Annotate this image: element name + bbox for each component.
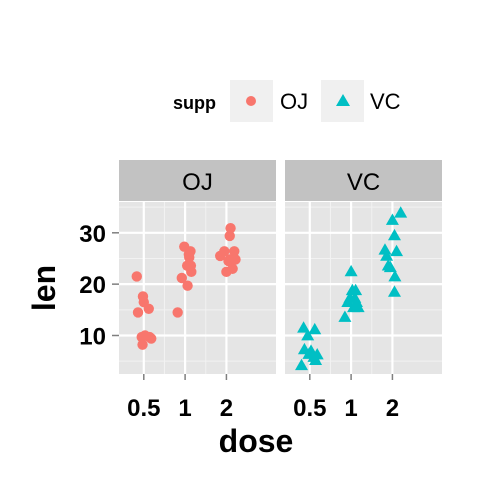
x-axis: 0.5 1 2 0.5 1 2 bbox=[127, 374, 399, 422]
data-point bbox=[225, 222, 236, 234]
data-point bbox=[378, 243, 392, 255]
data-point bbox=[387, 285, 401, 297]
data-point bbox=[131, 271, 142, 282]
x-axis-title: dose bbox=[219, 423, 294, 459]
legend: supp OJ VC bbox=[173, 80, 401, 122]
y-axis: 10 20 30 bbox=[79, 221, 119, 350]
x-tick-label: 0.5 bbox=[127, 395, 160, 422]
data-point bbox=[351, 300, 365, 313]
y-tick-label: 20 bbox=[79, 272, 106, 299]
data-point bbox=[383, 260, 397, 273]
panel-oj bbox=[119, 202, 276, 374]
legend-label-oj: OJ bbox=[280, 89, 308, 114]
data-point bbox=[387, 228, 401, 241]
data-point bbox=[229, 246, 240, 257]
legend-vc-triangle-icon bbox=[336, 94, 350, 106]
data-point bbox=[219, 246, 230, 257]
x-tick-label: 1 bbox=[178, 395, 191, 422]
data-point bbox=[380, 249, 394, 261]
data-point bbox=[185, 260, 197, 271]
y-tick-label: 10 bbox=[79, 323, 106, 350]
data-point bbox=[227, 263, 238, 274]
y-axis-title: len bbox=[26, 265, 62, 311]
data-point bbox=[310, 347, 324, 360]
data-point bbox=[183, 249, 195, 260]
data-point bbox=[308, 322, 322, 335]
legend-title: supp bbox=[173, 93, 216, 113]
data-point bbox=[344, 264, 358, 277]
x-tick-label: 2 bbox=[386, 395, 399, 422]
data-point bbox=[139, 330, 151, 341]
data-point bbox=[301, 328, 315, 341]
data-point bbox=[182, 280, 193, 291]
data-point bbox=[394, 206, 408, 218]
legend-label-vc: VC bbox=[370, 89, 401, 114]
data-point bbox=[132, 307, 144, 318]
data-point bbox=[297, 321, 311, 333]
strip-label-vc: VC bbox=[347, 169, 380, 196]
data-point bbox=[224, 230, 235, 242]
legend-oj-circle-icon bbox=[246, 96, 256, 106]
strip-vc bbox=[285, 160, 442, 201]
y-tick-label: 30 bbox=[79, 221, 106, 248]
x-tick-label: 2 bbox=[220, 395, 233, 422]
data-point bbox=[172, 307, 183, 318]
data-point bbox=[143, 303, 154, 314]
strip-label-oj: OJ bbox=[182, 169, 213, 196]
data-point bbox=[385, 213, 399, 225]
data-point bbox=[230, 254, 241, 265]
data-point bbox=[390, 244, 404, 257]
data-point bbox=[295, 358, 309, 371]
data-point bbox=[349, 283, 363, 296]
strip-oj bbox=[119, 160, 276, 201]
x-tick-label: 1 bbox=[344, 395, 357, 422]
data-point bbox=[137, 339, 148, 350]
panel-vc bbox=[285, 202, 442, 374]
data-point bbox=[338, 310, 352, 322]
data-point bbox=[388, 269, 402, 282]
x-tick-label: 0.5 bbox=[293, 395, 326, 422]
data-point bbox=[176, 272, 187, 284]
